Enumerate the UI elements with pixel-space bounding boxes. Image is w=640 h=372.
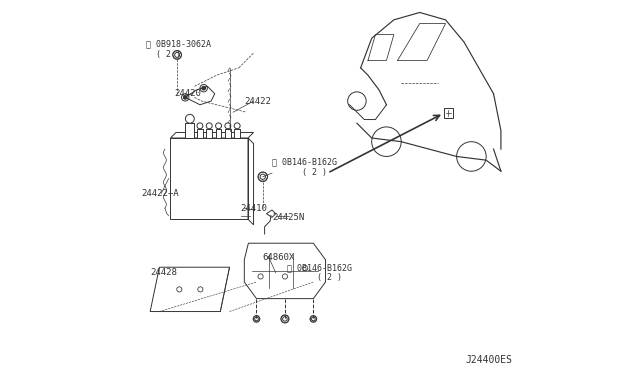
Text: Ⓑ 0B146-B162G
      ( 2 ): Ⓑ 0B146-B162G ( 2 ) <box>272 158 337 177</box>
Circle shape <box>281 315 289 323</box>
Circle shape <box>234 123 240 129</box>
Text: J24400ES: J24400ES <box>466 355 513 365</box>
Polygon shape <box>185 123 195 138</box>
Circle shape <box>283 317 287 321</box>
Circle shape <box>197 123 203 129</box>
Text: 24410: 24410 <box>241 203 268 213</box>
Circle shape <box>173 51 182 60</box>
Polygon shape <box>216 129 221 138</box>
Text: Ⓝ 0B918-3062A
  ( 2 ): Ⓝ 0B918-3062A ( 2 ) <box>147 40 211 59</box>
Polygon shape <box>206 129 212 138</box>
Circle shape <box>258 172 268 182</box>
Text: 64860X: 64860X <box>263 253 295 263</box>
Polygon shape <box>225 129 231 138</box>
Circle shape <box>282 315 288 322</box>
Text: 24425N: 24425N <box>272 213 304 222</box>
Circle shape <box>255 317 259 321</box>
Text: 24420: 24420 <box>174 89 201 98</box>
Text: 24422: 24422 <box>244 97 271 106</box>
Polygon shape <box>444 109 453 118</box>
Circle shape <box>175 52 180 57</box>
Circle shape <box>184 96 187 99</box>
Circle shape <box>225 123 231 129</box>
Circle shape <box>253 315 260 322</box>
Circle shape <box>312 317 315 321</box>
Polygon shape <box>197 129 203 138</box>
Circle shape <box>310 315 317 322</box>
Text: 24428: 24428 <box>150 268 177 277</box>
Circle shape <box>187 123 193 129</box>
Circle shape <box>202 86 205 90</box>
Circle shape <box>216 123 221 129</box>
Polygon shape <box>234 129 240 138</box>
Text: Ⓑ 0B146-B162G
      ( 2 ): Ⓑ 0B146-B162G ( 2 ) <box>287 263 352 282</box>
Circle shape <box>186 114 195 123</box>
Polygon shape <box>187 129 193 138</box>
Text: 24422+A: 24422+A <box>141 189 179 198</box>
Circle shape <box>206 123 212 129</box>
Circle shape <box>260 174 266 179</box>
Circle shape <box>283 317 287 321</box>
